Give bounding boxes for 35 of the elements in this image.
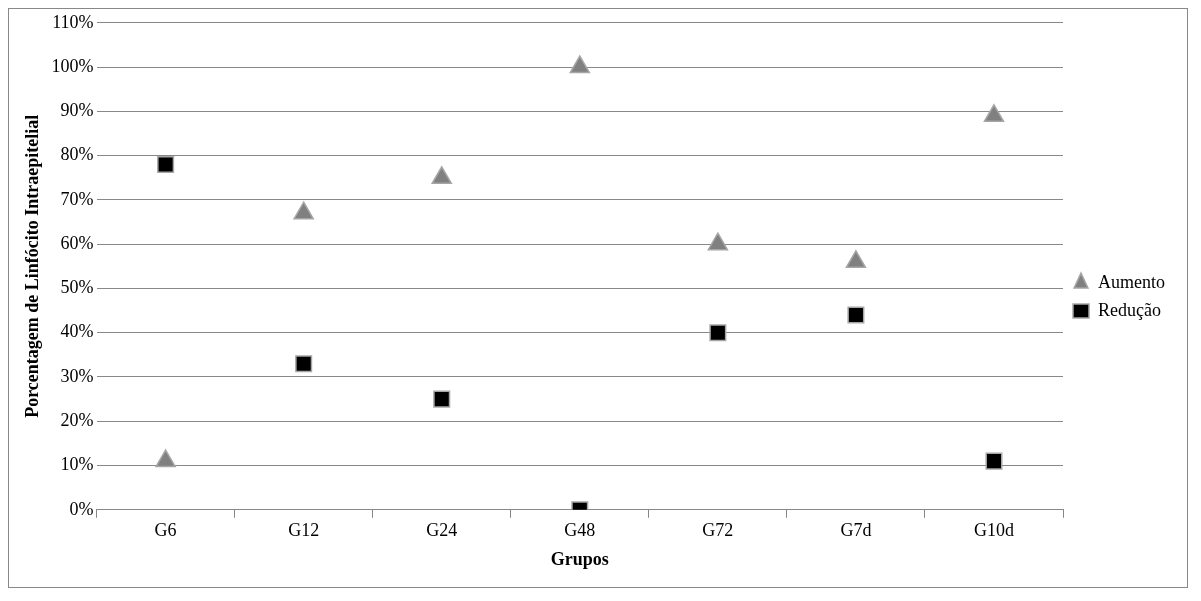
- y-axis-title: Porcentagem de Linfócito Intraepitelial: [22, 114, 43, 418]
- y-tick-label: 110%: [52, 11, 94, 32]
- point: [985, 452, 1003, 470]
- y-tick-label: 90%: [60, 100, 94, 121]
- point: [433, 390, 451, 408]
- y-tick-label: 10%: [60, 454, 94, 475]
- point: [707, 232, 729, 251]
- x-tick-label: G48: [564, 520, 596, 541]
- x-axis-title: Grupos: [550, 548, 609, 569]
- x-tick-label: G24: [426, 520, 458, 541]
- x-tick-label: G12: [288, 520, 320, 541]
- point: [293, 201, 314, 220]
- y-tick-label: 100%: [51, 55, 94, 76]
- point: [157, 155, 175, 173]
- point: [709, 324, 727, 342]
- y-tick-label: 20%: [60, 409, 94, 430]
- point: [295, 355, 313, 373]
- x-tick-label: G10d: [973, 520, 1014, 541]
- y-tick-label: 80%: [60, 144, 94, 165]
- x-tick-label: G72: [702, 520, 734, 541]
- y-tick-label: 60%: [60, 232, 94, 253]
- point: [983, 104, 1005, 123]
- y-tick-label: 70%: [60, 188, 94, 209]
- y-tick-label: 30%: [60, 365, 94, 386]
- y-tick-label: 50%: [60, 277, 94, 298]
- legend-label: Aumento: [1098, 271, 1166, 292]
- x-tick-label: G7d: [840, 520, 872, 541]
- y-tick-label: 0%: [69, 498, 94, 519]
- legend-label: Redução: [1098, 299, 1161, 320]
- point: [431, 166, 453, 185]
- point: [847, 306, 865, 324]
- x-tick-label: G6: [154, 520, 177, 541]
- point: [569, 55, 591, 74]
- y-tick-label: 40%: [60, 321, 94, 342]
- point: [845, 250, 867, 269]
